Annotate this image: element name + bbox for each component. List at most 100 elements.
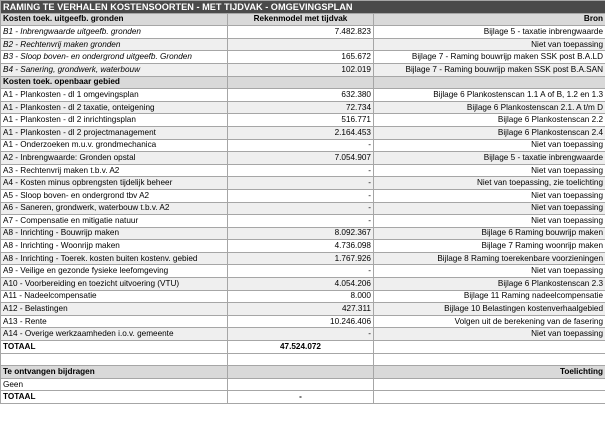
cost-item-name[interactable]: A4 - Kosten minus opbrengsten tijdelijk … [0,176,228,190]
cost-item-source[interactable]: Bijlage 6 Plankostenscan 2.1. A t/m D [372,100,605,115]
cost-item-value[interactable]: 7.054.907 [227,151,374,165]
cost-item-value[interactable]: 72.734 [227,100,374,115]
cost-item-value[interactable]: - [227,176,374,190]
cost-item-value[interactable] [227,37,374,52]
cost-item-source[interactable]: Bijlage 11 Raming nadeelcompensatie [372,289,605,304]
cost-item-name[interactable]: A14 - Overige werkzaamheden i.o.v. gemee… [0,327,228,342]
cost-item-name[interactable]: A10 - Voorbereiding en toezicht uitvoeri… [0,277,228,291]
cost-item-value[interactable]: 632.380 [227,88,374,102]
cost-item-name[interactable]: A12 - Belastingen [0,302,228,316]
cost-item-source[interactable]: Niet van toepassing [372,214,605,228]
cost-item-source[interactable]: Bijlage 6 Plankostenscan 2.3 [372,277,605,291]
cost-item-value[interactable]: 10.246.406 [227,314,374,329]
cost-item-name[interactable]: A8 - Inrichting - Bouwrijp maken [0,226,228,241]
section3-header-col3[interactable]: Toelichting [372,365,605,379]
cost-item-name[interactable]: B1 - Inbrengwaarde uitgeefb. gronden [0,25,228,39]
table-row: A1 - Onderzoeken m.u.v. grondmechanica - N… [0,138,605,153]
cost-item-name[interactable]: A1 - Onderzoeken m.u.v. grondmechanica [0,138,228,153]
sheet-title[interactable]: RAMING TE VERHALEN KOSTENSOORTEN - MET T… [0,0,605,14]
cost-item-name[interactable]: B2 - Rechtenvrij maken gronden [0,37,228,52]
column-header-model[interactable]: Rekenmodel met tijdvak [227,12,374,27]
cost-item-name[interactable]: A7 - Compensatie en mitigatie natuur [0,214,228,228]
cost-item-name[interactable]: A1 - Plankosten - dl 2 taxatie, onteigen… [0,100,228,115]
cost-item-name[interactable]: A1 - Plankosten - dl 2 projectmanagement [0,125,228,140]
cost-item-value[interactable]: 102.019 [227,62,374,77]
cost-item-source[interactable]: Bijlage 7 - Raming bouwrijp maken SSK po… [372,62,605,77]
total-label[interactable]: TOTAAL [0,390,228,404]
cost-item-name[interactable]: A8 - Inrichting - Woonrijp maken [0,239,228,253]
cost-item-name[interactable]: Geen [0,377,228,392]
cost-item-name[interactable]: A5 - Sloop boven- en ondergrond tbv A2 [0,188,228,203]
cost-item-value[interactable]: - [227,264,374,279]
section2-header-col3[interactable] [372,75,605,90]
cost-item-value[interactable]: 8.000 [227,289,374,304]
cost-item-source[interactable] [372,377,605,392]
cost-item-value[interactable]: - [227,163,374,178]
cost-item-source[interactable]: Bijlage 6 Raming bouwrijp maken [372,226,605,241]
cost-item-value[interactable]: - [227,327,374,342]
table-row: B3 - Sloop boven- en ondergrond uitgeefb… [0,50,605,64]
cost-item-source[interactable]: Niet van toepassing [372,188,605,203]
section3-header[interactable]: Te ontvangen bijdragen [0,365,228,379]
cost-item-source[interactable]: Niet van toepassing [372,327,605,342]
cost-item-value[interactable]: 1.767.926 [227,251,374,266]
cost-item-value[interactable]: - [227,201,374,216]
cost-item-value[interactable]: - [227,214,374,228]
cost-item-value[interactable]: 2.164.453 [227,125,374,140]
cost-item-source[interactable]: Volgen uit de berekening van de fasering [372,314,605,329]
cost-item-name[interactable]: B3 - Sloop boven- en ondergrond uitgeefb… [0,50,228,64]
cost-item-value[interactable]: 165.672 [227,50,374,64]
cost-item-source[interactable]: Niet van toepassing, zie toelichting [372,176,605,190]
cost-item-value[interactable]: 4.054.206 [227,277,374,291]
section1-header[interactable]: Kosten toek. uitgeefb. gronden [0,12,228,27]
cost-item-name[interactable]: A9 - Veilige en gezonde fysieke leefomge… [0,264,228,279]
cost-item-name[interactable]: A13 - Rente [0,314,228,329]
cost-item-source[interactable]: Bijlage 6 Plankostenscan 2.2 [372,113,605,127]
cost-item-name[interactable]: A6 - Saneren, grondwerk, waterbouw t.b.v… [0,201,228,216]
empty-cell[interactable] [0,352,228,367]
cost-item-value[interactable]: 7.482.823 [227,25,374,39]
cost-item-value[interactable]: 516.771 [227,113,374,127]
table-row: A8 - Inrichting - Toerek. kosten buiten … [0,251,605,266]
cost-item-value[interactable]: - [227,188,374,203]
cost-item-value[interactable] [227,377,374,392]
cost-item-source[interactable]: Bijlage 7 Raming woonrijp maken [372,239,605,253]
total-value[interactable]: 47.524.072 [227,340,374,354]
cost-item-source[interactable]: Bijlage 10 Belastingen kostenverhaalgebi… [372,302,605,316]
section2-header-col2[interactable] [227,75,374,90]
empty-cell[interactable] [372,352,605,367]
cost-item-name[interactable]: A2 - Inbrengwaarde: Gronden opstal [0,151,228,165]
column-header-source[interactable]: Bron [372,12,605,27]
total-empty-cell[interactable] [372,390,605,404]
cost-item-name[interactable]: A1 - Plankosten - dl 1 omgevingsplan [0,88,228,102]
total-label[interactable]: TOTAAL [0,340,228,354]
cost-item-name[interactable]: A3 - Rechtenvrij maken t.b.v. A2 [0,163,228,178]
cost-item-source[interactable]: Bijlage 6 Plankostenscan 1.1 A of B, 1.2… [372,88,605,102]
cost-item-source[interactable]: Bijlage 7 - Raming bouwrijp maken SSK po… [372,50,605,64]
cost-item-value[interactable]: 427.311 [227,302,374,316]
cost-item-name[interactable]: A11 - Nadeelcompensatie [0,289,228,304]
cost-item-name[interactable]: B4 - Sanering, grondwerk, waterbouw [0,62,228,77]
cost-item-source[interactable]: Niet van toepassing [372,201,605,216]
cost-item-source[interactable]: Bijlage 5 - taxatie inbrengwaarde [372,151,605,165]
cost-item-source[interactable]: Niet van toepassing [372,138,605,153]
cost-item-name[interactable]: A1 - Plankosten - dl 2 inrichtingsplan [0,113,228,127]
total-empty-cell[interactable] [372,340,605,354]
cost-item-name[interactable]: A8 - Inrichting - Toerek. kosten buiten … [0,251,228,266]
table-row: A12 - Belastingen 427.311 Bijlage 10 Belas… [0,302,605,316]
total-value[interactable]: - [227,390,374,404]
cost-item-source[interactable]: Bijlage 8 Raming toerekenbare voorzienin… [372,251,605,266]
section3-header-col2[interactable] [227,365,374,379]
section2-header[interactable]: Kosten toek. openbaar gebied [0,75,228,90]
cost-item-source[interactable]: Niet van toepassing [372,37,605,52]
empty-cell[interactable] [227,352,374,367]
cost-item-source[interactable]: Niet van toepassing [372,264,605,279]
cost-item-source[interactable]: Bijlage 5 - taxatie inbrengwaarde [372,25,605,39]
cost-item-value[interactable]: 4.736.098 [227,239,374,253]
cost-table: RAMING TE VERHALEN KOSTENSOORTEN - MET T… [0,0,605,404]
cost-item-value[interactable]: 8.092.367 [227,226,374,241]
cost-item-source[interactable]: Bijlage 6 Plankostenscan 2.4 [372,125,605,140]
cost-item-source[interactable]: Niet van toepassing [372,163,605,178]
cost-item-value[interactable]: - [227,138,374,153]
